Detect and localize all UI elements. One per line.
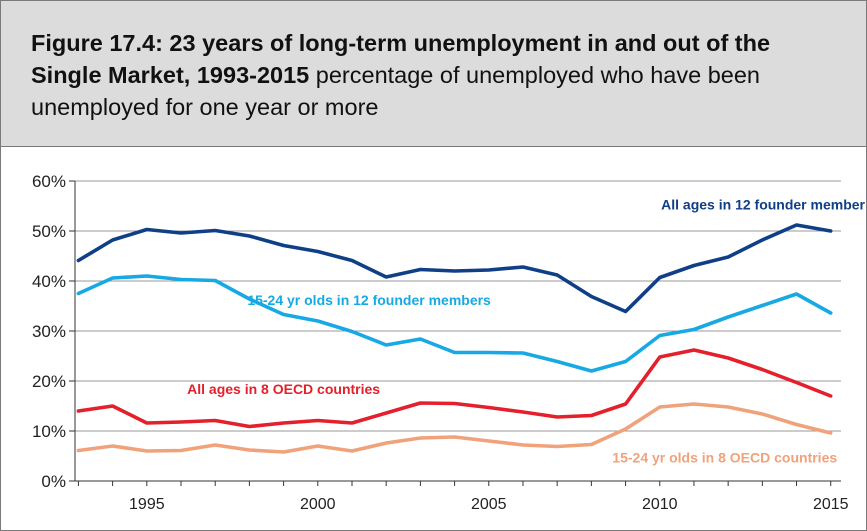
- series-line: [76, 223, 833, 314]
- x-tick-label: 2005: [471, 496, 507, 513]
- x-tick-label: 2000: [300, 496, 336, 513]
- x-tick-label: 1995: [129, 496, 165, 513]
- y-tick-label: 30%: [32, 322, 66, 341]
- line-chart: 0% 10% 20% 30% 40% 50% 60% 1995 2000 2005 2010 2015…: [32, 172, 866, 513]
- y-tick-label: 0%: [41, 472, 66, 491]
- figure-title-description: percentage of unemployed who have been u…: [31, 62, 760, 120]
- y-tick-label: 50%: [32, 222, 66, 241]
- x-tick-label: 2015: [813, 496, 849, 513]
- y-tick-label: 10%: [32, 422, 66, 441]
- series-label: 15-24 yr olds in 8 OECD countries: [612, 450, 837, 466]
- figure-header: Figure 17.4: 23 years of long-term unemp…: [1, 1, 866, 147]
- series-line: [76, 274, 833, 373]
- y-tick-label: 40%: [32, 272, 66, 291]
- series-label: 15-24 yr olds in 12 founder members: [247, 292, 491, 308]
- figure-title: Figure 17.4: 23 years of long-term unemp…: [31, 27, 836, 123]
- series-line: [76, 348, 833, 429]
- series-label: All ages in 8 OECD countries: [187, 381, 380, 397]
- y-tick-label: 60%: [32, 172, 66, 191]
- x-tick-label: 2010: [642, 496, 678, 513]
- series-label: All ages in 12 founder member countries: [661, 197, 866, 213]
- y-tick-label: 20%: [32, 372, 66, 391]
- figure-title-bold: Figure 17.4: 23 years of long-term unemp…: [31, 30, 771, 88]
- series-line: [76, 402, 833, 454]
